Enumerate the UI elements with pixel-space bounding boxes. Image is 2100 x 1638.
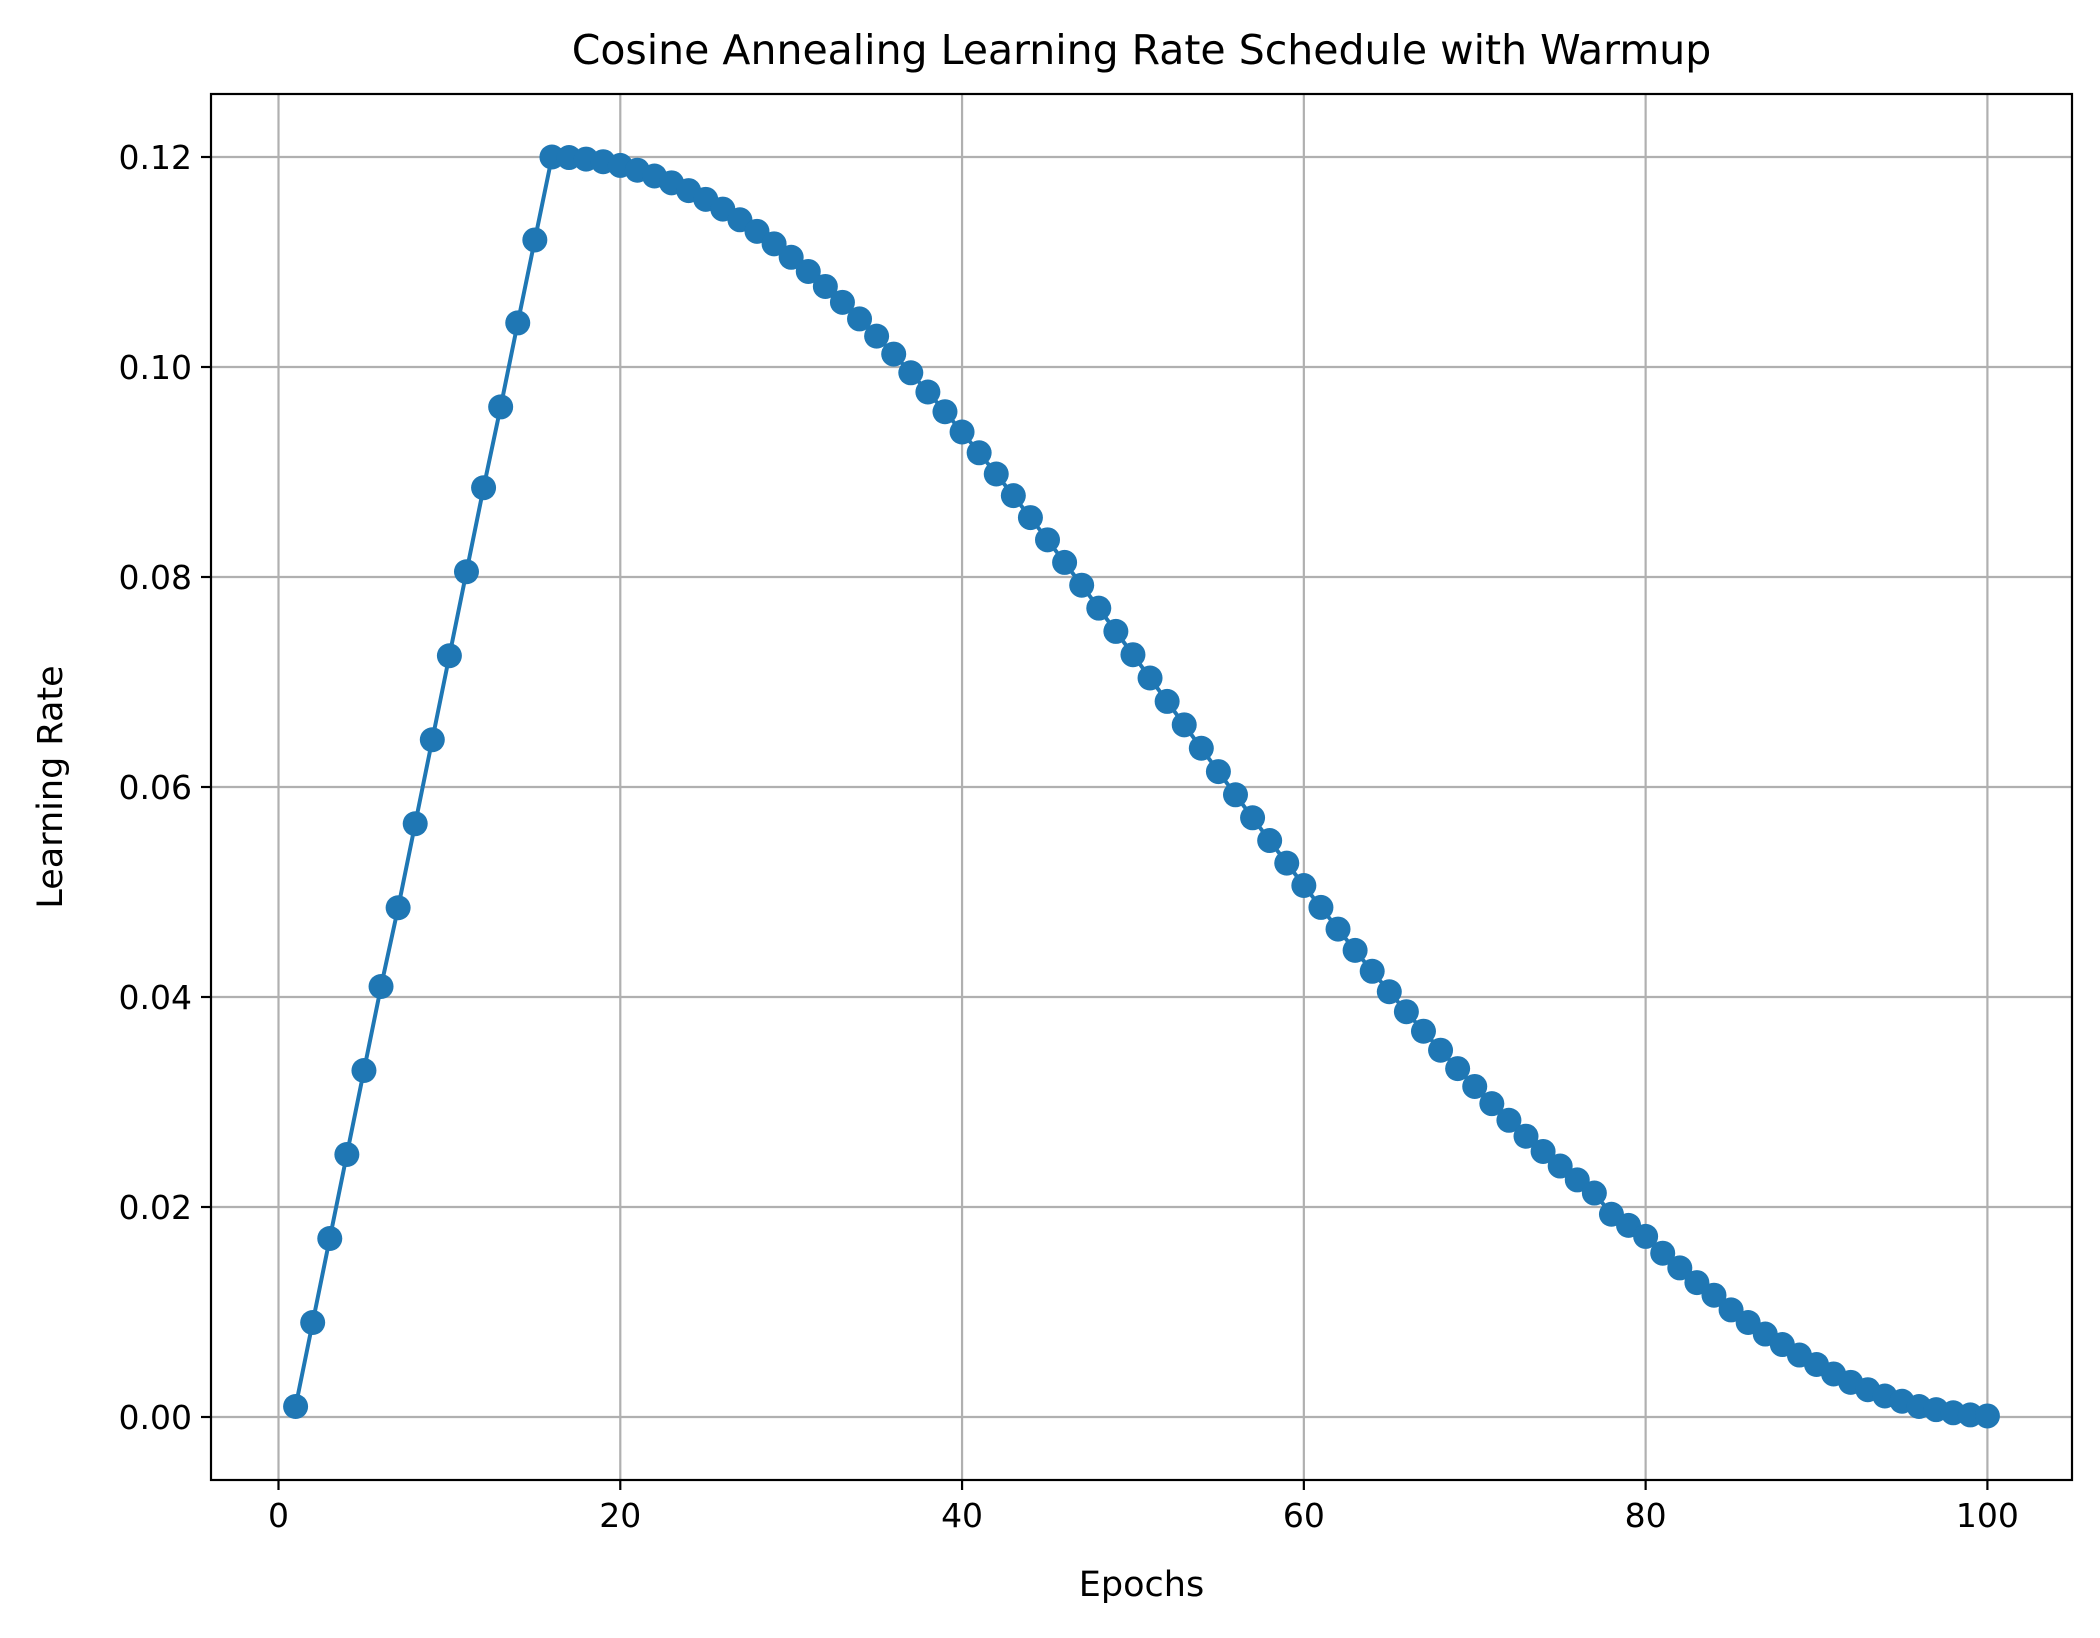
data-point	[1069, 572, 1095, 598]
data-point	[1171, 712, 1197, 738]
data-point	[368, 974, 394, 999]
data-point	[1513, 1123, 1539, 1149]
data-point	[1222, 782, 1248, 808]
data-point	[1359, 958, 1385, 984]
data-point	[334, 1142, 360, 1167]
data-point	[915, 379, 941, 405]
data-point	[778, 244, 804, 270]
data-point	[1154, 688, 1180, 714]
series-layer	[283, 144, 2000, 1429]
data-point	[881, 341, 907, 367]
data-point	[1530, 1138, 1556, 1164]
data-point	[1205, 759, 1231, 785]
data-point	[1086, 595, 1112, 621]
data-point	[402, 811, 428, 837]
data-point	[385, 895, 411, 921]
data-point	[812, 273, 838, 299]
data-point	[471, 475, 497, 501]
data-point	[1684, 1270, 1710, 1296]
x-tick-label: 100	[1956, 1496, 2019, 1535]
data-point	[1035, 527, 1061, 553]
data-point	[1052, 549, 1078, 575]
data-point	[966, 440, 992, 466]
data-point	[795, 258, 821, 284]
data-point	[1718, 1297, 1744, 1323]
data-point	[1376, 979, 1402, 1005]
y-axis-label: Learning Rate	[31, 665, 71, 908]
data-point	[419, 727, 445, 753]
data-point	[1291, 872, 1317, 898]
data-point	[847, 306, 873, 332]
data-point	[761, 231, 787, 257]
x-tick-label: 80	[1625, 1496, 1667, 1535]
data-point	[1137, 665, 1163, 691]
data-point	[1496, 1107, 1522, 1133]
y-tick-label: 0.00	[119, 1398, 192, 1437]
data-point	[1257, 828, 1283, 854]
data-point	[1342, 937, 1368, 963]
data-point	[283, 1394, 309, 1419]
data-point	[351, 1058, 377, 1083]
data-point	[1188, 735, 1214, 761]
data-point	[864, 323, 890, 349]
data-point	[453, 559, 479, 585]
data-point	[932, 399, 958, 425]
data-point	[1428, 1037, 1454, 1063]
y-tick-label: 0.04	[119, 978, 192, 1017]
data-point	[1120, 642, 1146, 668]
data-point	[1240, 805, 1266, 831]
x-tick-label: 0	[268, 1496, 289, 1535]
data-point	[522, 227, 548, 253]
data-point	[1103, 618, 1129, 644]
data-point	[983, 461, 1009, 487]
data-point	[1479, 1091, 1505, 1117]
data-point	[436, 643, 462, 669]
x-tick-label: 20	[599, 1496, 641, 1535]
data-point	[1667, 1255, 1693, 1281]
x-tick-label: 60	[1283, 1496, 1325, 1535]
x-axis-label: Epochs	[1079, 1565, 1204, 1605]
data-point	[1564, 1167, 1590, 1193]
y-tick-label: 0.02	[119, 1188, 192, 1227]
x-tick-label: 40	[941, 1496, 983, 1535]
data-point	[1445, 1056, 1471, 1082]
data-point	[505, 310, 531, 336]
data-point	[1325, 916, 1351, 942]
data-point	[1410, 1018, 1436, 1044]
y-tick-label: 0.08	[119, 558, 192, 597]
data-point	[317, 1226, 343, 1251]
y-tick-label: 0.10	[119, 348, 192, 387]
data-point	[1017, 505, 1043, 531]
data-point	[300, 1310, 326, 1335]
y-tick-label: 0.12	[119, 138, 192, 177]
data-point	[1308, 894, 1334, 920]
data-point	[1650, 1240, 1676, 1266]
data-point	[488, 394, 514, 420]
data-point	[744, 218, 770, 244]
data-point	[1633, 1223, 1659, 1249]
data-point	[1974, 1403, 2000, 1429]
data-point	[1581, 1180, 1607, 1206]
chart-title: Cosine Annealing Learning Rate Schedule …	[572, 26, 1712, 74]
data-point	[1462, 1073, 1488, 1099]
tick-layer: 0 20 40 60 80 100 0.00 0.02 0.04 0.06 0.08 0.10 0.12	[119, 138, 2019, 1535]
data-point	[949, 419, 975, 445]
data-point	[1701, 1282, 1727, 1308]
data-point	[1547, 1153, 1573, 1179]
data-point	[898, 360, 924, 386]
data-point	[1000, 483, 1026, 509]
grid-layer	[211, 94, 2072, 1480]
y-tick-label: 0.06	[119, 768, 192, 807]
data-point	[829, 289, 855, 315]
data-point	[1274, 850, 1300, 876]
data-point	[1393, 999, 1419, 1025]
